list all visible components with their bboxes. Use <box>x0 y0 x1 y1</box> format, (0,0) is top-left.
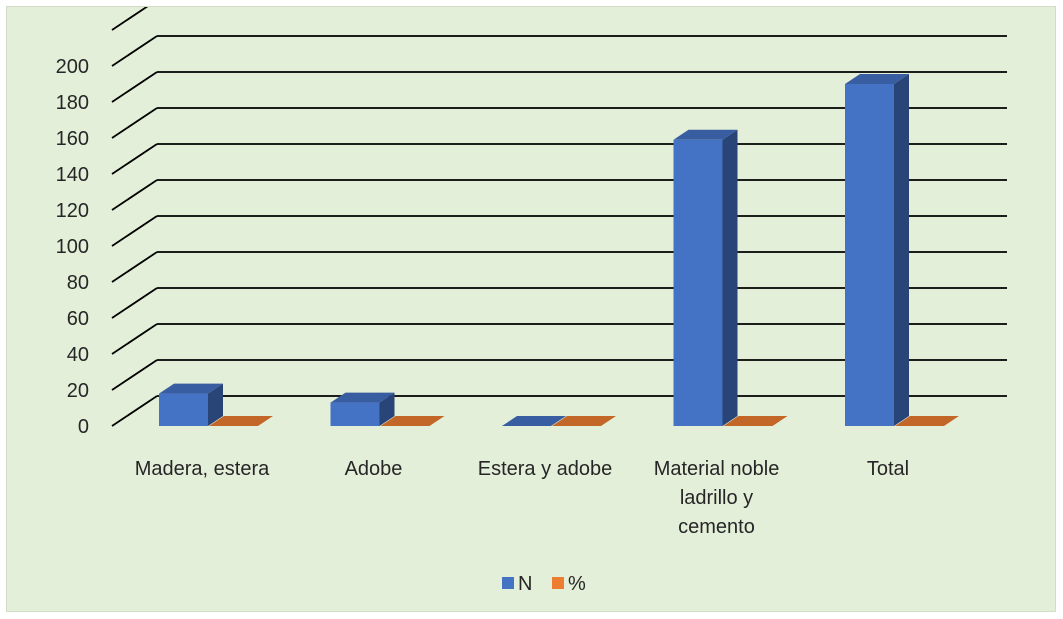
bar-n <box>502 416 566 426</box>
bar-top <box>209 416 273 426</box>
y-tick-label: 80 <box>67 272 89 294</box>
bar-top <box>380 416 445 426</box>
legend-label-n: N <box>518 573 532 595</box>
bar-top <box>330 392 395 403</box>
bar-chart: 0 20 40 60 80 100 120 140 160 180 200 Madera, este… <box>56 0 1007 595</box>
x-category-label: Madera, estera <box>135 458 270 480</box>
bar-side <box>379 392 395 426</box>
bar-top <box>895 416 959 426</box>
gridline-diagonal <box>111 215 158 247</box>
bar-n <box>673 129 738 427</box>
bar-top <box>845 74 909 84</box>
gridline-diagonal <box>111 251 158 283</box>
x-category-label: ladrillo y <box>680 487 753 509</box>
bar-top <box>159 383 223 394</box>
bar-side <box>208 383 223 426</box>
bar-side <box>894 74 909 426</box>
gridline-diagonal <box>111 287 158 319</box>
legend-swatch-n <box>502 577 514 589</box>
bar-top <box>502 416 566 426</box>
bar-pct <box>552 416 616 426</box>
gridline-diagonal <box>111 143 158 175</box>
x-category-label: Total <box>867 458 909 480</box>
bar-n <box>845 74 909 426</box>
x-category-label: Material noble <box>654 458 780 480</box>
bar-pct <box>209 416 273 426</box>
gridline-diagonal <box>111 323 158 355</box>
x-category-label: cemento <box>678 516 755 538</box>
y-tick-label: 120 <box>56 200 89 222</box>
x-category-label: Adobe <box>345 458 403 480</box>
gridline-diagonal <box>111 395 158 427</box>
bar-top <box>673 129 738 140</box>
chart-frame: 0 20 40 60 80 100 120 140 160 180 200 Madera, este… <box>6 0 1056 612</box>
bar-front <box>159 393 208 426</box>
gridline-diagonal <box>111 359 158 391</box>
gridline-diagonal <box>111 71 158 103</box>
gridline-diagonal <box>111 107 158 139</box>
gridline-diagonal <box>111 179 158 211</box>
bar-pct <box>723 416 788 426</box>
y-tick-label: 100 <box>56 236 89 258</box>
bar-front <box>845 84 894 426</box>
bar-front <box>330 402 380 426</box>
bar-front <box>673 139 723 427</box>
bar-n <box>330 392 395 426</box>
y-tick-label: 140 <box>56 164 89 186</box>
gridline-diagonal <box>111 0 158 31</box>
y-tick-label: 60 <box>67 308 89 330</box>
y-tick-label: 0 <box>78 416 89 438</box>
y-tick-label: 200 <box>56 56 89 78</box>
bar-pct <box>895 416 959 426</box>
y-tick-label: 20 <box>67 380 89 402</box>
bar-side <box>722 129 738 427</box>
gridline-diagonal <box>111 35 158 67</box>
bar-pct <box>380 416 445 426</box>
y-tick-label: 160 <box>56 128 89 150</box>
y-tick-label: 40 <box>67 344 89 366</box>
bar-n <box>159 383 223 426</box>
bar-top <box>723 416 788 426</box>
legend-label-pct: % <box>568 573 586 595</box>
bar-top <box>552 416 616 426</box>
x-category-label: Estera y adobe <box>478 458 613 480</box>
legend-swatch-pct <box>552 577 564 589</box>
y-tick-label: 180 <box>56 92 89 114</box>
